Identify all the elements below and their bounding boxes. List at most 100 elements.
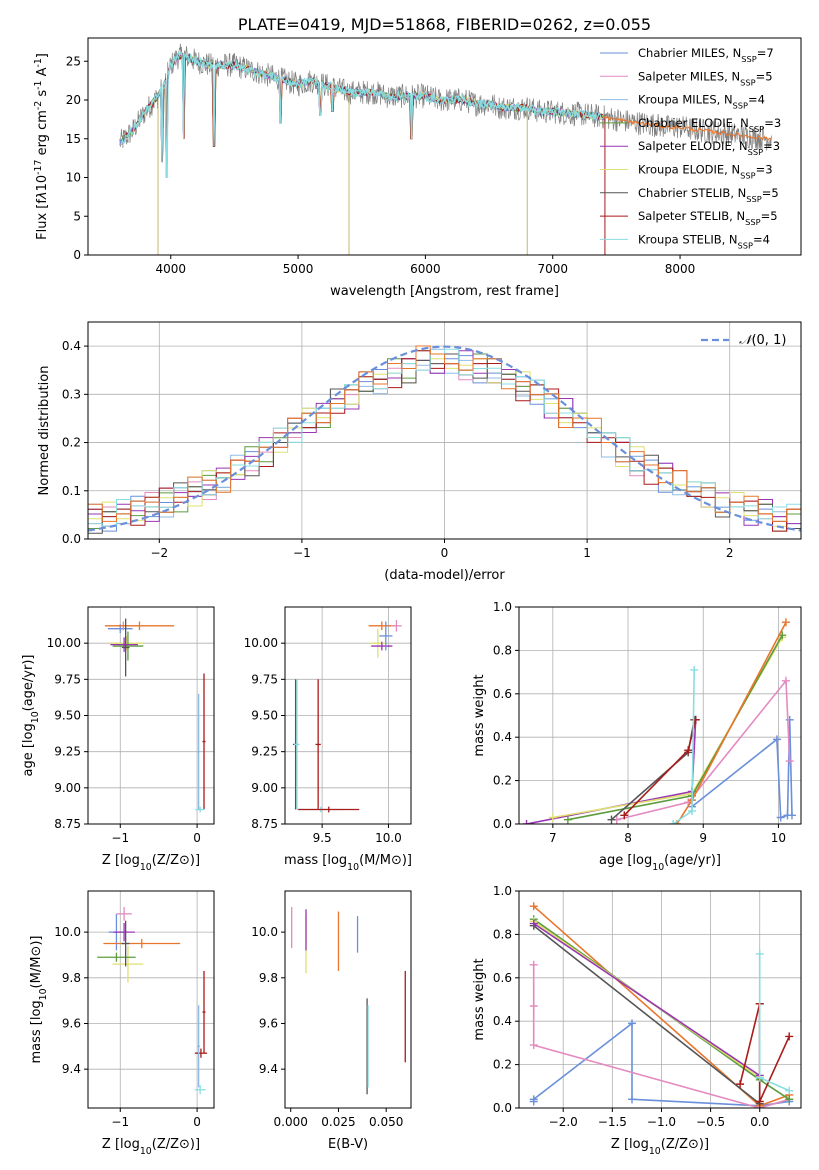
mass_vs_ebv-frame	[284, 890, 412, 1109]
model-spectrum-line	[122, 54, 604, 178]
y-tick-label: 0	[73, 248, 81, 262]
legend: Chabrier MILES, NSSP=7 Salpeter MILES, NS…	[600, 46, 781, 250]
y-tick-label: 10.00	[244, 636, 278, 650]
data-point	[103, 938, 181, 949]
x-tick-label: 0.0	[750, 1115, 769, 1129]
y-tick-label: 0.6	[493, 687, 512, 701]
series-marker	[522, 820, 531, 824]
data-point	[110, 637, 138, 652]
data-point	[104, 621, 175, 631]
y-tick-label: 9.8	[62, 971, 81, 985]
y-tick-label: 9.75	[251, 672, 278, 686]
y-tick-label: 0.8	[493, 927, 512, 941]
series-marker	[627, 1095, 636, 1104]
y-axis-label: mass weight	[472, 674, 487, 756]
age_vs_Z-plot-area	[104, 618, 206, 813]
y-tick-label: 0.2	[62, 436, 81, 450]
series-marker	[607, 815, 616, 824]
series-marker	[529, 919, 538, 928]
data-point	[113, 922, 135, 942]
series-marker	[787, 811, 796, 820]
mass_weight_vs_Z-frame	[518, 890, 802, 1109]
series-line	[623, 719, 697, 816]
data-point	[294, 679, 300, 810]
mass_weight_vs_Z-axes: −2.0 −1.5 −1.0 −0.5 0.0 0.0 0.2 0.4 0.6 0.8 1.0 Z […	[472, 884, 802, 1157]
y-tick-label: 10.00	[47, 636, 81, 650]
x-tick-label: −1.0	[647, 1115, 676, 1129]
y-tick-label: 9.6	[259, 1016, 278, 1030]
model-spectrum-line	[124, 53, 604, 178]
mass_vs_Z-frame	[87, 890, 215, 1109]
legend-label: Kroupa STELIB, NSSP=4	[638, 232, 770, 250]
legend-label: Salpeter MILES, NSSP=5	[638, 69, 773, 87]
x-axis-label: (data-model)/error	[384, 568, 505, 583]
y-tick-label: 0.8	[493, 643, 512, 657]
series-marker	[529, 1041, 538, 1050]
mass_weight_vs_age-plot-area	[522, 618, 796, 824]
data-point	[379, 621, 393, 651]
mass_weight_vs_age-frame	[518, 606, 802, 825]
y-tick-label: 0.0	[493, 1101, 512, 1115]
model-spectrum-line	[123, 52, 605, 178]
y-tick-label: 25	[66, 54, 81, 68]
y-tick-label: 0.0	[62, 532, 81, 546]
x-tick-label: −2.0	[549, 1115, 578, 1129]
data-point	[121, 920, 130, 967]
mass_weight_vs_Z-plot-area	[529, 902, 794, 1108]
y-tick-label: 9.4	[259, 1062, 278, 1076]
model-spectrum-line	[120, 52, 605, 178]
series-marker	[772, 735, 781, 744]
y-tick-label: 9.00	[251, 781, 278, 795]
series-marker	[529, 960, 538, 969]
series-line	[533, 922, 761, 1077]
series-marker	[669, 820, 678, 824]
y-axis-label: age [log10(age/yr)]	[21, 655, 41, 777]
x-tick-label: 0	[193, 1115, 201, 1129]
series-line	[616, 678, 791, 821]
y-tick-label: 9.50	[251, 709, 278, 723]
data-point	[116, 906, 132, 921]
model-spectrum-highlight-line	[121, 52, 598, 179]
data-point	[298, 806, 360, 813]
series-line	[691, 719, 793, 819]
data-point	[194, 1048, 208, 1058]
data-point	[121, 618, 130, 677]
x-tick-label: 1	[583, 546, 591, 560]
data-point	[371, 641, 393, 651]
y-tick-label: 8.75	[54, 817, 81, 831]
y-tick-label: 20	[66, 93, 81, 107]
y-tick-label: 9.4	[62, 1062, 81, 1076]
y-tick-label: 9.75	[54, 672, 81, 686]
x-tick-label: 8000	[665, 262, 696, 276]
y-tick-label: 0.2	[493, 1058, 512, 1072]
data-point	[368, 621, 396, 631]
mass_vs_Z-axes: −1 0 9.4 9.6 9.8 10.0 Z [log10(Z/Z⊙)] mass [log…	[29, 890, 215, 1157]
series-marker	[785, 1032, 794, 1041]
series-marker	[684, 746, 693, 755]
y-axis-label: mass weight	[472, 958, 487, 1040]
x-tick-label: 0.000	[274, 1115, 308, 1129]
x-tick-label: 5000	[283, 262, 314, 276]
y-tick-label: 0.0	[493, 817, 512, 831]
y-tick-label: 0.4	[493, 730, 512, 744]
data-point	[197, 693, 201, 810]
data-point	[202, 970, 206, 1054]
y-tick-label: 10	[66, 171, 81, 185]
x-tick-label: 7000	[537, 262, 568, 276]
data-point	[112, 631, 144, 661]
age_vs_mass-axes: 9.5 10.0 8.75 9.00 9.25 9.50 9.75 10.00 mass [lo…	[244, 606, 412, 873]
legend-label: Kroupa ELODIE, NSSP=3	[638, 163, 773, 181]
age_vs_Z-axes: −1 0 8.75 9.00 9.25 9.50 9.75 10.00 Z [log10(Z/Z…	[21, 606, 215, 873]
y-tick-label: 10.0	[251, 925, 278, 939]
x-tick-label: 0	[441, 546, 449, 560]
x-tick-label: 4000	[155, 262, 186, 276]
y-tick-label: 0.4	[493, 1014, 512, 1028]
y-tick-label: 9.50	[54, 709, 81, 723]
x-axis-label: age [log10(age/yr)]	[599, 853, 721, 873]
series-marker	[548, 813, 557, 822]
y-tick-label: 0.1	[62, 484, 81, 498]
chart-title: PLATE=0419, MJD=51868, FIBERID=0262, z=0…	[238, 15, 651, 34]
legend-label: Kroupa MILES, NSSP=4	[638, 93, 765, 111]
data-point	[195, 806, 205, 813]
